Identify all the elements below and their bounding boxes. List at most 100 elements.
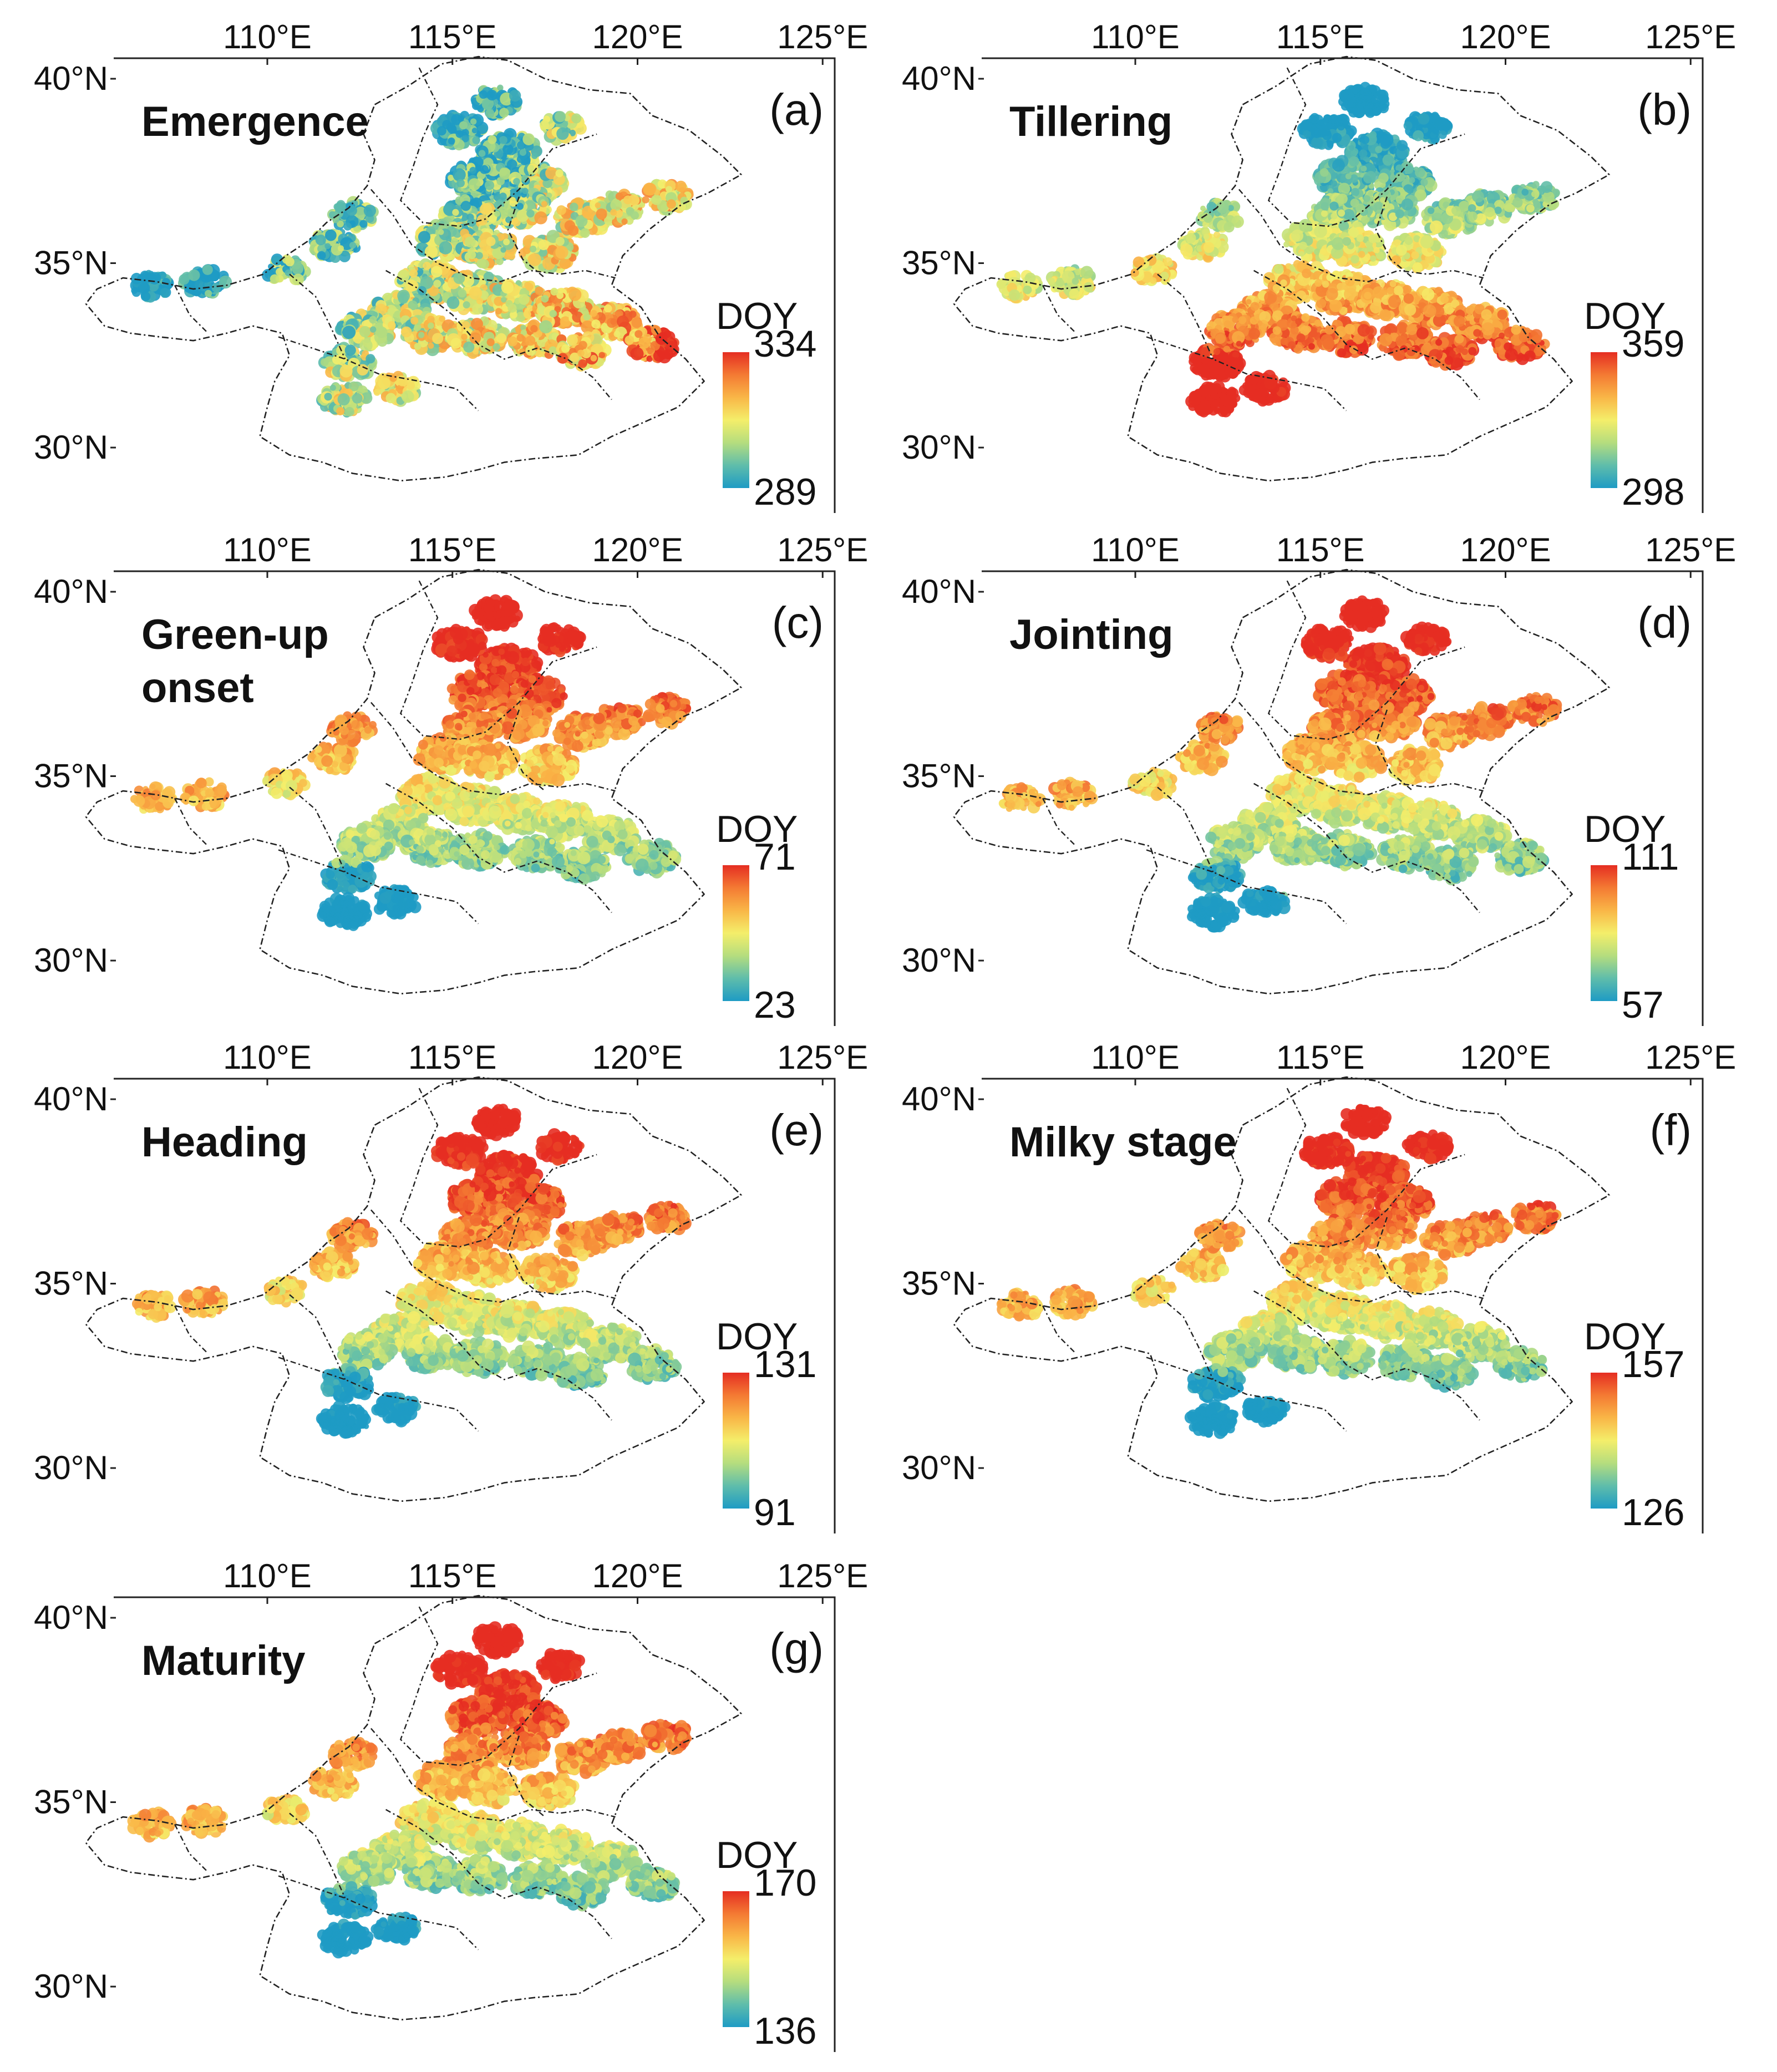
raster-cell: [656, 333, 668, 345]
raster-cell: [479, 150, 486, 157]
raster-cell: [519, 294, 530, 305]
raster-cell: [476, 259, 486, 268]
raster-cell: [499, 108, 509, 118]
raster-cell: [477, 215, 488, 226]
raster-cell: [526, 210, 534, 217]
raster-cell: [561, 344, 570, 353]
raster-cell: [643, 182, 656, 196]
raster-cell: [591, 319, 600, 328]
raster-cell: [590, 310, 597, 317]
raster-cell: [516, 210, 529, 222]
raster-cell: [502, 144, 514, 155]
raster-cell: [667, 199, 676, 209]
raster-cell: [456, 224, 462, 230]
lon-tick-label: 110°E: [223, 18, 312, 55]
raster-cell: [476, 298, 483, 304]
raster-cell: [401, 327, 412, 338]
raster-cell: [336, 407, 344, 415]
raster-cell: [503, 238, 510, 245]
raster-cell: [463, 301, 470, 308]
raster-cell: [541, 201, 547, 207]
raster-cell: [458, 289, 466, 297]
raster-cell: [316, 235, 326, 245]
raster-cell: [330, 385, 336, 391]
raster-cell: [324, 393, 332, 400]
raster-cell: [499, 136, 507, 144]
raster-cell: [577, 349, 585, 357]
raster-cell: [610, 199, 622, 211]
raster-cell: [676, 181, 687, 192]
raster-cell: [324, 243, 331, 249]
raster-cell: [534, 211, 547, 224]
raster-cell: [642, 196, 649, 204]
raster-cell: [472, 303, 483, 314]
raster-cell: [476, 252, 483, 259]
raster-cell: [467, 218, 476, 227]
raster-cell: [556, 237, 565, 246]
raster-cell: [496, 177, 505, 185]
raster-cell: [517, 155, 525, 163]
raster-cell: [428, 323, 434, 329]
raster-cell: [344, 222, 352, 231]
raster-cell: [507, 304, 516, 313]
raster-cell: [565, 220, 576, 231]
raster-cell: [631, 211, 639, 220]
raster-cell: [340, 365, 353, 378]
raster-cell: [369, 316, 377, 324]
lat-tick-label: 30°N: [34, 429, 108, 466]
raster-cell: [409, 270, 418, 278]
raster-cell: [501, 281, 514, 293]
raster-cell: [524, 311, 531, 318]
raster-cell: [595, 202, 601, 209]
raster-cell: [365, 354, 375, 363]
raster-cell: [522, 188, 529, 195]
raster-cell: [398, 270, 410, 282]
raster-cell: [500, 247, 506, 253]
lon-tick-label: 115°E: [408, 18, 497, 55]
raster-cell: [631, 347, 644, 360]
raster-cell: [580, 228, 590, 238]
raster-cell: [345, 344, 356, 356]
raster-cell: [507, 337, 517, 347]
raster-cell: [556, 205, 566, 215]
raster-cell: [398, 293, 409, 304]
raster-cell: [666, 186, 672, 192]
raster-cell: [388, 321, 396, 329]
raster-cell: [486, 237, 496, 246]
raster-cell: [525, 346, 535, 356]
raster-cell: [378, 377, 390, 389]
raster-cell: [501, 297, 506, 302]
raster-cell: [570, 202, 578, 211]
raster-cell: [345, 407, 354, 417]
raster-cell: [338, 393, 350, 405]
raster-cell: [364, 205, 376, 217]
raster-cell: [370, 326, 376, 332]
raster-cell: [535, 287, 544, 296]
raster-cell: [418, 332, 424, 338]
raster-cell: [488, 135, 497, 144]
raster-cell: [374, 389, 381, 396]
raster-cell: [428, 343, 434, 349]
raster-cell: [480, 203, 492, 215]
raster-cell: [414, 343, 422, 350]
raster-cell: [578, 341, 587, 349]
raster-cell: [651, 195, 662, 205]
raster-cell: [338, 245, 344, 251]
raster-cell: [610, 209, 617, 216]
raster-cell: [398, 379, 405, 387]
raster-cell: [456, 179, 465, 187]
raster-cell: [556, 169, 563, 177]
raster-cell: [495, 308, 502, 314]
raster-cell: [653, 350, 665, 362]
raster-cell: [638, 337, 650, 348]
raster-cell: [342, 326, 356, 339]
raster-cell: [431, 266, 443, 278]
raster-cell: [604, 304, 612, 313]
raster-cell: [513, 178, 520, 185]
raster-cell: [494, 211, 500, 217]
raster-cell: [471, 318, 483, 330]
raster-cell: [432, 333, 443, 344]
raster-cell: [352, 393, 363, 404]
